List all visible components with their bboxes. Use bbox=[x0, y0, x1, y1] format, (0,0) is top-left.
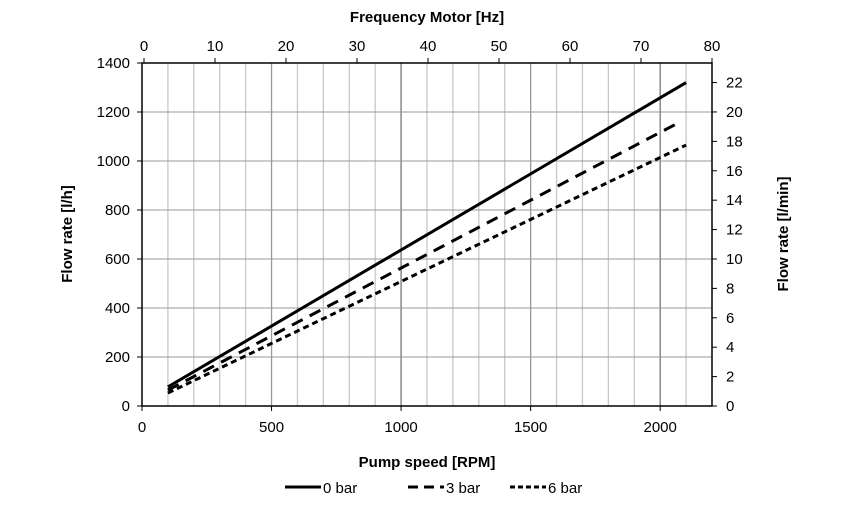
grid bbox=[142, 63, 712, 406]
x2-tick-label: 40 bbox=[420, 38, 437, 55]
x2-tick-label: 80 bbox=[704, 38, 721, 55]
y2-axis-label: Flow rate [l/min] bbox=[775, 176, 792, 291]
y2-tick-label: 14 bbox=[726, 192, 743, 209]
x-tick-label: 1000 bbox=[384, 419, 417, 436]
legend: 0 bar 3 bar 6 bar bbox=[285, 480, 582, 497]
series-line-6-bar bbox=[167, 143, 687, 395]
y2-tick-label: 6 bbox=[726, 310, 734, 327]
y-tick-label: 0 bbox=[122, 398, 130, 415]
legend-label: 6 bar bbox=[548, 480, 582, 497]
y2-tick-label: 0 bbox=[726, 398, 734, 415]
x2-axis-label: Frequency Motor [Hz] bbox=[350, 9, 504, 26]
x2-tick-label: 0 bbox=[140, 38, 148, 55]
y2-tick-label: 16 bbox=[726, 163, 743, 180]
y2-tick-label: 8 bbox=[726, 280, 734, 297]
series-line-0-bar bbox=[167, 81, 687, 389]
series bbox=[167, 81, 687, 395]
legend-label: 3 bar bbox=[446, 480, 480, 497]
x2-tick-label: 20 bbox=[278, 38, 295, 55]
y-tick-label: 400 bbox=[105, 300, 130, 317]
x2-tick-label: 10 bbox=[207, 38, 224, 55]
y2-tick-label: 2 bbox=[726, 369, 734, 386]
y-tick-label: 1000 bbox=[97, 153, 130, 170]
y-axis-label: Flow rate [l/h] bbox=[59, 185, 76, 283]
y-tick-label: 800 bbox=[105, 202, 130, 219]
x-tick-label: 500 bbox=[259, 419, 284, 436]
x2-tick-label: 30 bbox=[349, 38, 366, 55]
y2-tick-label: 10 bbox=[726, 251, 743, 268]
y2-tick-label: 20 bbox=[726, 104, 743, 121]
ticks: 0 500 1000 1500 2000020040060080010001200140… bbox=[97, 38, 743, 436]
y2-tick-label: 22 bbox=[726, 75, 743, 92]
y2-tick-label: 4 bbox=[726, 339, 734, 356]
y-tick-label: 200 bbox=[105, 349, 130, 366]
y2-tick-label: 12 bbox=[726, 222, 743, 239]
x-tick-label: 1500 bbox=[514, 419, 547, 436]
legend-label: 0 bar bbox=[323, 480, 357, 497]
x2-tick-label: 60 bbox=[562, 38, 579, 55]
x-tick-label: 2000 bbox=[643, 419, 676, 436]
y-tick-label: 1400 bbox=[97, 55, 130, 72]
plot-area-border bbox=[141, 62, 713, 407]
x-tick-label: 0 bbox=[138, 419, 146, 436]
series-line-3-bar bbox=[167, 122, 677, 392]
x2-tick-label: 70 bbox=[633, 38, 650, 55]
x2-tick-label: 50 bbox=[491, 38, 508, 55]
x-axis-label: Pump speed [RPM] bbox=[359, 454, 496, 471]
y-tick-label: 1200 bbox=[97, 104, 130, 121]
y-tick-label: 600 bbox=[105, 251, 130, 268]
y2-tick-label: 18 bbox=[726, 133, 743, 150]
